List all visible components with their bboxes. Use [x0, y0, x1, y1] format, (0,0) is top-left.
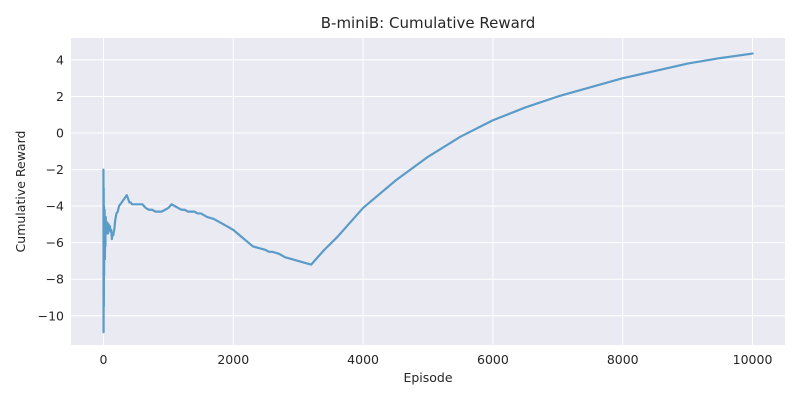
grid-lines: [71, 38, 785, 345]
y-tick-label: −2: [46, 162, 64, 177]
x-axis-label: Episode: [403, 370, 452, 385]
plot-background: [71, 38, 785, 345]
y-tick-label: −8: [46, 272, 64, 287]
x-tick-label: 4000: [347, 352, 379, 367]
y-tick-label: 4: [56, 52, 64, 67]
y-tick-label: 2: [56, 89, 64, 104]
y-tick-label: −6: [46, 235, 64, 250]
chart-title: B-miniB: Cumulative Reward: [321, 14, 536, 32]
y-tick-label: 0: [56, 126, 64, 141]
x-tick-label: 2000: [217, 352, 249, 367]
x-tick-label: 6000: [477, 352, 509, 367]
x-tick-label: 10000: [733, 352, 773, 367]
x-tick-label: 0: [99, 352, 107, 367]
x-tick-label: 8000: [607, 352, 639, 367]
y-tick-label: −10: [38, 308, 64, 323]
y-tick-label: −4: [46, 199, 64, 214]
series-layer: [102, 52, 754, 334]
tick-labels: 0 2000 4000 6000 8000 10000 −10 −8 −6 −4 −2 0 2 4: [38, 52, 773, 367]
series-line: [102, 52, 754, 334]
y-axis-label: Cumulative Reward: [13, 131, 28, 253]
